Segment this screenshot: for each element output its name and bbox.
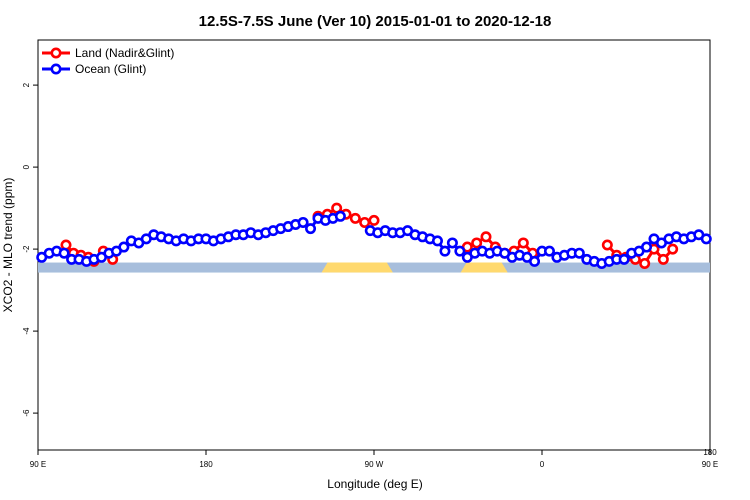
chart-title: 12.5S-7.5S June (Ver 10) 2015-01-01 to 2…	[199, 13, 552, 30]
data-point	[517, 237, 529, 249]
x-axis-ticks: 90 E 180 90 W 0 90 E 180	[30, 448, 718, 469]
data-point	[58, 247, 70, 259]
land-segment	[460, 262, 508, 273]
legend: Land (Nadir&Glint) Ocean (Glint)	[42, 46, 174, 76]
data-point	[359, 216, 371, 228]
data-point	[471, 237, 483, 249]
data-point	[446, 237, 458, 249]
y-tick-label: -6	[22, 409, 31, 417]
data-point	[639, 257, 651, 269]
series-ocean	[36, 210, 712, 269]
y-axis-label: XCO2 - MLO trend (ppm)	[1, 178, 15, 313]
data-point	[305, 223, 317, 235]
legend-swatch-ocean-marker	[50, 63, 62, 75]
series-layer	[36, 202, 712, 269]
data-point	[439, 245, 451, 257]
legend-label-land: Land (Nadir&Glint)	[75, 46, 174, 60]
data-point	[368, 214, 380, 226]
x-tick-label: 90 E	[30, 460, 46, 469]
data-point	[297, 216, 309, 228]
data-point	[454, 245, 466, 257]
data-point	[334, 210, 346, 222]
data-point	[431, 235, 443, 247]
data-point	[657, 253, 669, 265]
x-tick-label: 0	[540, 460, 545, 469]
data-point	[700, 233, 712, 245]
legend-label-ocean: Ocean (Glint)	[75, 62, 146, 76]
data-point	[529, 255, 541, 267]
legend-item-land: Land (Nadir&Glint)	[42, 46, 174, 60]
y-tick-label: 2	[22, 82, 31, 87]
data-point	[667, 243, 679, 255]
data-point	[480, 231, 492, 243]
y-tick-label: -4	[22, 327, 31, 335]
x-tick-label: 90 W	[365, 460, 384, 469]
y-tick-label: -2	[22, 245, 31, 253]
y-tick-label: 0	[22, 164, 31, 169]
legend-item-ocean: Ocean (Glint)	[42, 62, 146, 76]
x-axis-label: Longitude (deg E)	[327, 477, 422, 491]
data-point	[543, 245, 555, 257]
x-tick-label: 180	[199, 460, 213, 469]
data-point	[118, 241, 130, 253]
data-point	[573, 247, 585, 259]
land-segment	[321, 262, 393, 273]
data-point	[641, 241, 653, 253]
land-ocean-strip	[38, 262, 710, 273]
legend-swatch-land-marker	[50, 47, 62, 59]
x-tick-label: 90 E	[702, 460, 718, 469]
x-tick-label-upper: 180	[703, 448, 717, 457]
y-axis-ticks: 2 0 -2 -4 -6	[22, 82, 38, 417]
data-point	[618, 253, 630, 265]
data-point	[601, 239, 613, 251]
data-point	[349, 212, 361, 224]
